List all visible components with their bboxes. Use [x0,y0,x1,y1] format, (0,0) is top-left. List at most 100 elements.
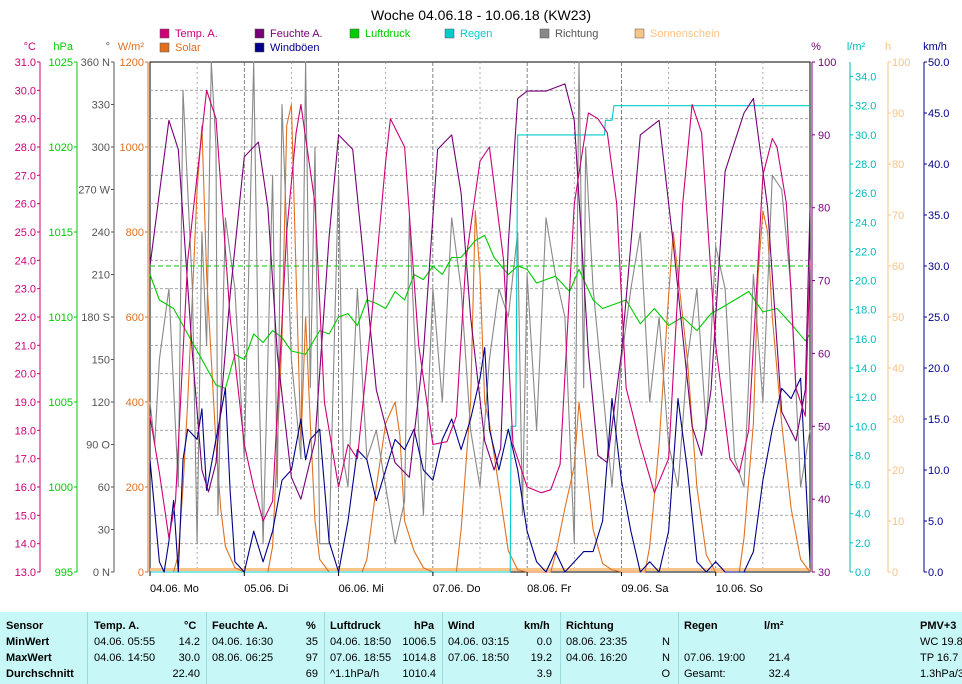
rain-tick-15: 4.0 [855,509,870,521]
wind-max-time: 07.06. 18:50 [448,652,509,664]
luftdruck-max-time: 07.06. 18:55 [330,652,391,664]
statistics-table: Sensor Temp. A. °C Feuchte A. % Luftdruc… [0,612,962,684]
sunshine-axis-unit: h [885,41,891,53]
temp-tick-9: 22.0 [15,312,36,324]
pmv-min: WC 19.8 [920,636,962,648]
pmv-max: TP 16.7 [920,652,958,664]
luftdruck-max-value: 1014.8 [390,652,436,664]
weather-chart: Woche 04.06.18 - 10.06.18 (KW23) Temp. A… [0,0,962,612]
x-tick-1: 05.06. Di [244,583,288,595]
luftdruck-trend: ^1.1hPa/h [330,668,379,680]
legend-label-0: Temp. A. [175,28,218,40]
richtung-max-value: N [640,652,670,664]
temp-tick-2: 29.0 [15,114,36,126]
regen-max-value: 21.4 [750,652,790,664]
direction-tick-8: 120 [92,397,110,409]
humidity-tick-4: 60 [818,348,830,360]
legend-label-7: Sonnenschein [650,28,720,40]
feuchte-avg-value: 69 [278,668,318,680]
richtung-avg-value: O [640,668,670,680]
rain-tick-7: 20.0 [855,276,876,288]
temp-tick-1: 30.0 [15,85,36,97]
feuchte-max-value: 97 [278,652,318,664]
x-tick-6: 10.06. So [716,583,763,595]
humidity-tick-2: 80 [818,203,830,215]
wind-tick-2: 40.0 [928,159,949,171]
rain-tick-13: 8.0 [855,450,870,462]
x-tick-2: 06.06. Mi [339,583,384,595]
series-feuchte-a [150,84,810,499]
rain-tick-5: 24.0 [855,217,876,229]
temp-min-time: 04.06. 05:55 [94,636,155,648]
feuchte-min-time: 04.06. 16:30 [212,636,273,648]
pressure-tick-5: 1000 [49,482,73,494]
temp-tick-8: 23.0 [15,284,36,296]
solar-tick-4: 400 [126,397,144,409]
direction-tick-11: 30 [98,525,110,537]
rain-tick-4: 26.0 [855,188,876,200]
legend-swatch-1 [160,43,169,52]
pressure-tick-1: 1020 [49,142,73,154]
header-richtung: Richtung [566,620,614,632]
sunshine-tick-7: 30 [892,414,904,426]
regen-max-time: 07.06. 19:00 [684,652,745,664]
row-label-min: MinWert [6,636,49,648]
wind-tick-8: 10.0 [928,465,949,477]
sunshine-tick-6: 40 [892,363,904,375]
humidity-tick-6: 40 [818,494,830,506]
solar-tick-2: 800 [126,227,144,239]
x-axis-labels: 04.06. Mo 05.06. Di 06.06. Mi 07.06. Do 08.0… [150,572,763,595]
x-tick-5: 09.06. Sa [621,583,669,595]
temp-max-value: 30.0 [160,652,200,664]
wind-tick-10: 0.0 [928,567,943,579]
legend-swatch-3 [255,43,264,52]
header-feuchte-unit: % [306,620,316,632]
wind-tick-6: 20.0 [928,363,949,375]
legend-label-1: Solar [175,42,201,54]
rain-tick-0: 34.0 [855,72,876,84]
direction-tick-4: 240 [92,227,110,239]
header-luftdruck: Luftdruck [330,620,381,632]
temp-tick-12: 19.0 [15,397,36,409]
solar-tick-3: 600 [126,312,144,324]
legend-swatch-0 [160,29,169,38]
header-regen-unit: l/m² [764,620,784,632]
direction-tick-0: 360 N [81,57,110,69]
wind-tick-0: 50.0 [928,57,949,69]
header-wind: Wind [448,620,475,632]
humidity-tick-0: 100 [818,57,836,69]
direction-tick-6: 180 S [81,312,110,324]
legend-swatch-7 [635,29,644,38]
legend-swatch-2 [255,29,264,38]
humidity-tick-7: 30 [818,567,830,579]
regen-total-value: 32.4 [750,668,790,680]
temp-tick-0: 31.0 [15,57,36,69]
wind-tick-7: 15.0 [928,414,949,426]
temp-max-time: 04.06. 14:50 [94,652,155,664]
luftdruck-min-time: 04.06. 18:50 [330,636,391,648]
temp-min-value: 14.2 [160,636,200,648]
header-regen: Regen [684,620,718,632]
legend-swatch-4 [350,29,359,38]
temp-tick-16: 15.0 [15,510,36,522]
richtung-min-value: N [640,636,670,648]
pressure-tick-4: 1005 [49,397,73,409]
humidity-axis-unit: % [811,41,821,53]
humidity-tick-3: 70 [818,276,830,288]
x-tick-4: 08.06. Fr [527,583,571,595]
sunshine-tick-0: 100 [892,57,910,69]
rain-tick-8: 18.0 [855,305,876,317]
legend-label-2: Feuchte A. [270,28,323,40]
wind-tick-4: 30.0 [928,261,949,273]
legend-label-4: Luftdruck [365,28,411,40]
header-sensor: Sensor [6,620,43,632]
rain-tick-6: 22.0 [855,246,876,258]
feuchte-min-value: 35 [278,636,318,648]
humidity-tick-5: 50 [818,421,830,433]
temp-tick-14: 17.0 [15,454,36,466]
sunshine-tick-9: 10 [892,516,904,528]
row-label-avg: Durchschnitt [6,668,74,680]
header-feuchte: Feuchte A. [212,620,268,632]
temp-tick-10: 21.0 [15,340,36,352]
sunshine-tick-3: 70 [892,210,904,222]
